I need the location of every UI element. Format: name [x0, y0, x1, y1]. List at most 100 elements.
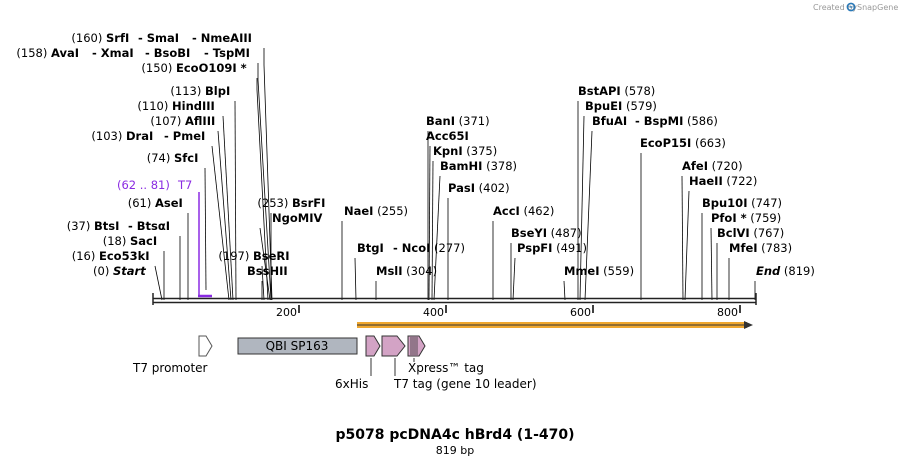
restriction-sites: (160) SrfI - SmaI - NmeAIII (158) AvaI - Xma… [16, 31, 814, 278]
site-label: PfoI * (759) [711, 211, 781, 225]
site-position: (586) [683, 114, 718, 128]
primer-range: (62 .. 81) [117, 178, 170, 192]
snapgene-logo-icon [846, 2, 856, 12]
site-label: EcoP15I (663) [640, 136, 726, 150]
site-label: (74) SfcI [147, 151, 199, 165]
site-name: Start [113, 264, 146, 278]
site-label: (110) HindIII [137, 99, 214, 113]
site-label: BpuEI (579) [585, 99, 657, 113]
site-name: - TspMI [204, 46, 250, 60]
site-name: SacI [130, 234, 157, 248]
site-name: NgoMIV [272, 211, 322, 225]
site-position: (579) [622, 99, 657, 113]
site-position: (253) [257, 196, 292, 210]
site-position: (462) [520, 204, 555, 218]
ruler: 200 400 600 800 [276, 305, 741, 319]
site-name: EcoO109I * [176, 61, 247, 75]
credit-brand: SnapGene [857, 3, 898, 12]
site-name: EcoP15I [640, 136, 691, 150]
site-position: (37) [67, 219, 94, 233]
site-position: (371) [455, 114, 490, 128]
site-name: PfoI * [711, 211, 747, 225]
site-label: HaeII (722) [689, 174, 757, 188]
site-position: (767) [750, 226, 785, 240]
t7-promoter-arrow-icon [198, 335, 213, 357]
site-position: (61) [128, 196, 155, 210]
site-label: MslI (304) [376, 264, 437, 278]
site-position: (103) [91, 129, 126, 143]
6xhis-label: 6xHis [335, 377, 368, 391]
site-label: (107) AflIII [150, 114, 215, 128]
site-label: Acc65I [426, 129, 469, 143]
site-name: End [756, 264, 781, 278]
xpress-tag-arrow-icon [407, 335, 426, 357]
site-label: (0) Start [93, 264, 146, 278]
site-position: (783) [758, 241, 793, 255]
site-label: (16) Eco53kI [72, 249, 150, 263]
site-label: KpnI (375) [433, 144, 497, 158]
site-name: BanI [426, 114, 455, 128]
site-name: - BtsαI [128, 219, 170, 233]
site-name: - XmaI [92, 46, 134, 60]
site-name: MfeI [729, 241, 758, 255]
site-label: BclVI (767) [717, 226, 784, 240]
site-label: BamHI (378) [440, 159, 517, 173]
site-label: - NcoI (277) [393, 241, 465, 255]
site-name: - NcoI [393, 241, 430, 255]
site-label: BstAPI (578) [578, 84, 655, 98]
site-name: BssHII [247, 264, 288, 278]
site-position: (255) [373, 204, 408, 218]
site-position: (0) [93, 264, 113, 278]
site-position: (759) [747, 211, 782, 225]
ruler-label-200: 200 [276, 306, 297, 319]
t7-tag-arrow-icon [381, 335, 406, 357]
site-label: BseYI (487) [511, 226, 582, 240]
site-label: PasI (402) [448, 181, 510, 195]
site-label: - SmaI [138, 31, 179, 45]
ruler-label-400: 400 [423, 306, 444, 319]
site-name: MmeI [564, 264, 600, 278]
site-name: Eco53kI [99, 249, 150, 263]
site-name: BfuAI [592, 114, 627, 128]
plasmid-title: p5078 pcDNA4c hBrd4 (1-470) [335, 427, 574, 443]
site-name: PasI [448, 181, 475, 195]
site-label: (197) BseRI [218, 249, 289, 263]
site-label: BssHII [247, 264, 288, 278]
site-label: (160) SrfI [71, 31, 129, 45]
site-position: (110) [137, 99, 172, 113]
site-name: NaeI [344, 204, 373, 218]
ruler-label-800: 800 [717, 306, 738, 319]
site-name: AflIII [185, 114, 215, 128]
site-name: - BspMI [635, 114, 683, 128]
site-position: (16) [72, 249, 99, 263]
site-label: Bpu10I (747) [702, 196, 782, 210]
site-position: (375) [463, 144, 498, 158]
site-label: (113) BlpI [170, 84, 230, 98]
site-position: (559) [600, 264, 635, 278]
site-label: - BsoBI [145, 46, 190, 60]
site-position: (160) [71, 31, 106, 45]
site-name: MslI [376, 264, 403, 278]
site-label: BanI (371) [426, 114, 490, 128]
xpress-tag-label: Xpress™ tag [408, 361, 484, 375]
site-name: AseI [155, 196, 183, 210]
site-name: HindIII [172, 99, 215, 113]
site-name: BclVI [717, 226, 750, 240]
site-position: (402) [475, 181, 510, 195]
credit-prefix: Created by [813, 3, 857, 12]
site-label: MfeI (783) [729, 241, 792, 255]
site-label: (103) DraI [91, 129, 153, 143]
site-name: BpuEI [585, 99, 622, 113]
site-position: (158) [16, 46, 51, 60]
xpress-tag-hatch [410, 337, 418, 355]
site-label: MmeI (559) [564, 264, 634, 278]
t7-tag-label: T7 tag (gene 10 leader) [393, 377, 537, 391]
site-position: (720) [708, 159, 743, 173]
site-name: AvaI [51, 46, 79, 60]
t7-promoter-label: T7 promoter [132, 361, 208, 375]
site-position: (197) [218, 249, 253, 263]
site-position: (722) [723, 174, 758, 188]
site-name: BamHI [440, 159, 482, 173]
site-label: - XmaI [92, 46, 134, 60]
